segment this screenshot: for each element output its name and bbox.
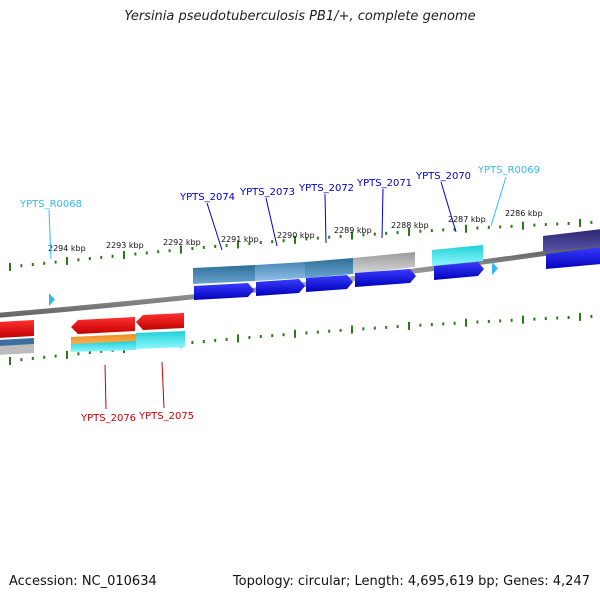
kbp-label-2288: 2288 kbp <box>391 221 429 230</box>
gene-arrow-2071[interactable] <box>355 269 416 287</box>
kbp-label-2291: 2291 kbp <box>221 235 259 244</box>
forward-cog-band <box>193 229 600 284</box>
genome-title: Yersinia pseudotuberculosis PB1/+, compl… <box>124 9 476 24</box>
accession-text: Accession: NC_010634 <box>9 574 157 589</box>
kbp-label-2294: 2294 kbp <box>48 244 86 253</box>
gene-label-2071[interactable]: YPTS_2071 <box>356 178 412 189</box>
reverse-cog-band <box>0 331 185 355</box>
direction-marker-icon <box>49 293 55 306</box>
gene-arrow-2074[interactable] <box>194 283 254 300</box>
leader-R0069 <box>490 176 507 227</box>
reverse-gene-arrows <box>0 313 184 338</box>
leader-2074 <box>206 202 223 251</box>
gene-arrow-2072[interactable] <box>306 275 353 292</box>
gene-label-2074[interactable]: YPTS_2074 <box>179 192 235 203</box>
gene-label-2073[interactable]: YPTS_2073 <box>239 187 295 198</box>
genome-backbone <box>0 242 600 318</box>
kbp-label-2292: 2292 kbp <box>163 238 201 247</box>
gene-band-left-edge-bottom <box>0 344 34 355</box>
reverse-label-leaders <box>104 361 165 410</box>
topology-text: Topology: circular; Length: 4,695,619 bp… <box>232 574 590 589</box>
gene-arrow-2076[interactable] <box>71 317 135 334</box>
gene-arrow-left-edge[interactable] <box>0 320 34 338</box>
gene-label-2070[interactable]: YPTS_2070 <box>415 171 471 182</box>
gene-label-R0069[interactable]: YPTS_R0069 <box>477 165 540 176</box>
kbp-scale-labels: 2294 kbp 2293 kbp 2292 kbp 2291 kbp 2290… <box>48 209 543 253</box>
kbp-label-2287: 2287 kbp <box>448 215 486 224</box>
kbp-label-2289: 2289 kbp <box>334 226 372 235</box>
leader-2072 <box>324 193 327 244</box>
gene-label-2072[interactable]: YPTS_2072 <box>298 183 354 194</box>
leader-R0068 <box>48 209 52 260</box>
gene-band-2071[interactable] <box>353 252 415 274</box>
gene-label-R0068[interactable]: YPTS_R0068 <box>19 199 82 210</box>
leader-2073 <box>265 197 278 247</box>
gene-label-2076[interactable]: YPTS_2076 <box>80 413 136 424</box>
gene-band-2074[interactable] <box>193 265 255 284</box>
leader-2071 <box>381 188 384 239</box>
forward-label-leaders <box>48 176 507 260</box>
gene-band-2075 <box>136 331 185 349</box>
leader-2076 <box>104 364 107 410</box>
kbp-label-2290: 2290 kbp <box>277 231 315 240</box>
gene-arrow-2070[interactable] <box>434 262 484 280</box>
gene-band-2070[interactable] <box>432 245 483 266</box>
gene-arrow-2073[interactable] <box>256 279 305 296</box>
gene-band-2076-bottom <box>71 341 136 352</box>
gene-band-2073[interactable] <box>255 262 305 281</box>
forward-gene-arrows <box>194 247 600 300</box>
gene-arrow-2075[interactable] <box>136 313 184 330</box>
gene-label-2075[interactable]: YPTS_2075 <box>138 411 194 422</box>
gene-band-2072[interactable] <box>305 258 353 278</box>
inner-tick-row <box>9 312 593 365</box>
kbp-label-2293: 2293 kbp <box>106 241 144 250</box>
leader-2075 <box>161 361 165 409</box>
direction-marker-icon <box>492 262 498 275</box>
gene-labels: YPTS_2074 YPTS_2073 YPTS_2072 YPTS_2071 … <box>19 165 540 424</box>
outer-tick-row <box>9 218 593 271</box>
kbp-label-2286: 2286 kbp <box>505 209 543 218</box>
gene-arrow-next[interactable] <box>546 247 600 269</box>
gene-band-next[interactable] <box>543 229 600 252</box>
leader-2070 <box>440 181 457 233</box>
